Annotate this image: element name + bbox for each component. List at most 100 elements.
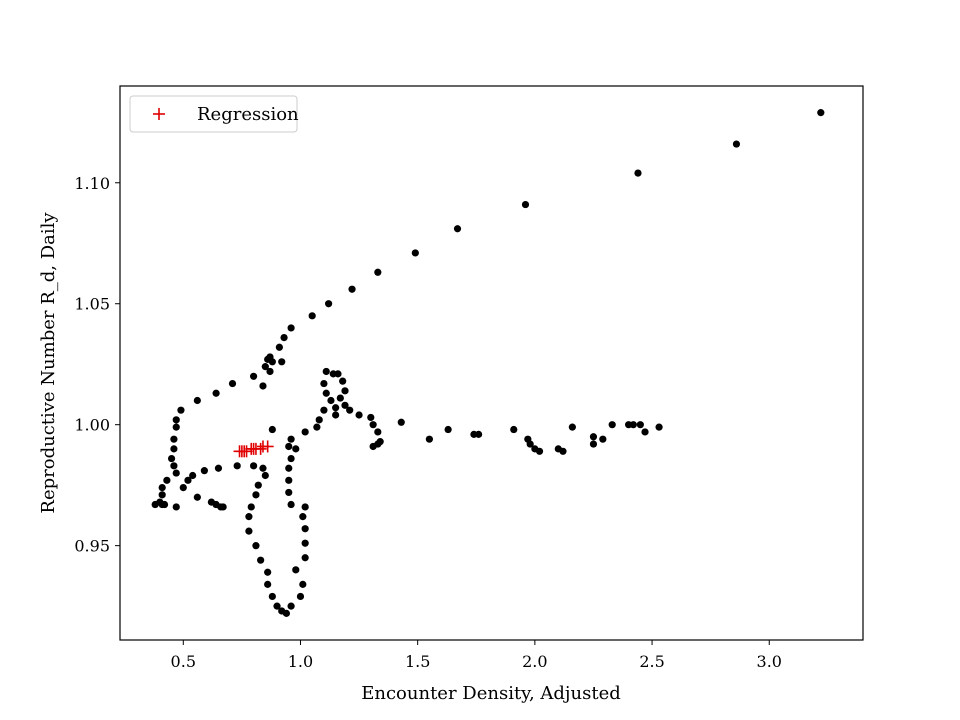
data-point: [374, 268, 382, 276]
data-point: [287, 324, 295, 332]
data-point: [334, 370, 342, 378]
data-point: [287, 435, 295, 443]
data-point: [535, 447, 544, 455]
data-point: [245, 513, 253, 521]
data-point: [261, 471, 269, 480]
data-point: [308, 312, 316, 320]
data-point: [259, 464, 267, 472]
data-point: [228, 379, 237, 388]
x-tick-label: 2.5: [639, 652, 664, 671]
data-point: [257, 556, 265, 564]
x-tick-label: 2.0: [522, 652, 547, 671]
x-tick-label: 0.5: [171, 652, 196, 671]
data-point: [292, 445, 300, 453]
x-axis-label: Encounter Density, Adjusted: [361, 683, 621, 704]
data-point: [278, 358, 286, 366]
data-point: [292, 566, 300, 574]
data-point: [287, 500, 295, 509]
data-point: [282, 609, 291, 617]
data-point: [817, 109, 825, 117]
data-point: [599, 435, 607, 443]
data-point: [510, 425, 518, 434]
data-point: [299, 580, 307, 588]
data-point: [475, 430, 483, 438]
axes-frame: [119, 85, 864, 641]
data-point: [252, 542, 260, 550]
data-point: [348, 285, 356, 293]
legend-box: [129, 95, 298, 133]
y-tick-label: 1.05: [74, 295, 110, 314]
y-axis: 0.95 1.00 1.05 1.10: [74, 174, 120, 556]
data-point: [332, 411, 340, 419]
data-point: [301, 525, 309, 533]
data-point: [252, 491, 260, 499]
data-point: [355, 411, 363, 419]
data-point: [327, 396, 335, 405]
data-point: [336, 394, 344, 402]
y-tick-label: 1.10: [74, 174, 110, 193]
data-point: [193, 493, 201, 501]
regression-point: [254, 442, 267, 455]
y-tick-label: 0.95: [74, 537, 110, 556]
data-point: [453, 225, 462, 233]
data-point: [313, 423, 321, 431]
data-point: [172, 423, 180, 431]
data-point: [320, 379, 328, 388]
data-point: [332, 404, 340, 412]
data-point: [184, 476, 192, 484]
data-point: [634, 169, 642, 177]
data-point: [315, 416, 323, 424]
legend-marker-regression: [153, 108, 165, 120]
data-point: [589, 440, 598, 448]
data-point: [151, 500, 159, 509]
data-point: [179, 483, 187, 492]
x-tick-label: 1.0: [288, 652, 313, 671]
data-point: [367, 413, 375, 422]
data-point: [170, 435, 178, 443]
data-point: [568, 423, 576, 431]
data-series: [151, 109, 825, 617]
y-axis-label: Reproductive Number R_d, Daily: [38, 212, 59, 514]
regression-series: [233, 440, 274, 458]
data-point: [264, 568, 272, 576]
data-point: [172, 416, 180, 424]
data-point: [172, 469, 180, 477]
data-point: [268, 592, 276, 601]
data-point: [249, 462, 258, 470]
regression-point: [261, 440, 274, 453]
data-point: [636, 421, 644, 429]
data-point: [374, 440, 382, 448]
data-point: [655, 423, 663, 431]
data-point: [320, 406, 328, 414]
data-point: [167, 454, 176, 463]
data-point: [189, 471, 197, 480]
data-point: [233, 462, 241, 470]
data-point: [629, 421, 637, 429]
data-point: [247, 503, 255, 511]
data-point: [261, 363, 269, 371]
data-point: [369, 421, 377, 429]
data-point: [411, 249, 419, 257]
data-point: [193, 396, 201, 405]
data-point: [280, 333, 288, 342]
data-point: [254, 481, 262, 489]
data-point: [425, 435, 433, 443]
data-point: [374, 428, 382, 436]
data-point: [339, 377, 347, 385]
data-point: [341, 387, 349, 395]
plot-area: [151, 109, 825, 617]
data-point: [264, 580, 272, 588]
data-point: [322, 389, 330, 397]
data-point: [301, 554, 309, 562]
data-point: [172, 503, 180, 511]
legend: Regression: [129, 95, 299, 133]
data-point: [322, 367, 330, 376]
x-axis: 0.5 1.0 1.5 2.0 2.5 3.0: [171, 640, 782, 671]
data-point: [214, 464, 223, 472]
data-point: [273, 602, 281, 610]
data-point: [158, 491, 166, 499]
data-point: [346, 406, 354, 414]
data-point: [219, 503, 227, 511]
data-point: [397, 418, 405, 426]
data-point: [177, 406, 185, 414]
